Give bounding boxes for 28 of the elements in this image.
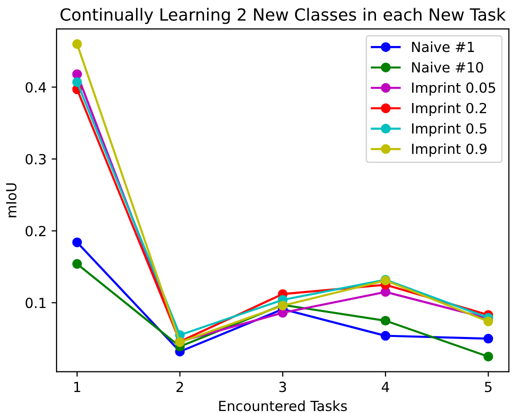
x-tick-label: 3 [279, 382, 286, 392]
legend-label: Naive #10 [412, 62, 484, 73]
legend-label: Imprint 0.2 [412, 102, 486, 116]
y-tick-label: 0.1 [26, 298, 46, 308]
legend-label: Imprint 0.05 [412, 82, 496, 96]
point [72, 237, 82, 248]
legend-label: Naive #1 [412, 41, 474, 52]
legend-label: Imprint 0.9 [412, 143, 487, 157]
point [72, 77, 82, 87]
point [483, 334, 494, 344]
point [72, 39, 82, 49]
point [72, 69, 82, 80]
point [483, 316, 494, 326]
chart-title: Continually Learning 2 New Classes in each New Task [60, 8, 506, 24]
y-axis-title: mIoU [6, 183, 16, 218]
x-tick-label: 1 [74, 382, 80, 392]
y-tick-label: 0.2 [26, 226, 46, 236]
x-tick-label: 2 [176, 382, 183, 392]
point [483, 352, 494, 362]
legend-label: Imprint 0.5 [412, 122, 486, 136]
x-tick-label: 5 [484, 382, 492, 392]
point [380, 330, 390, 341]
x-axis-title: Encountered Tasks [219, 400, 347, 412]
point [72, 259, 82, 269]
x-tick-label: 4 [382, 382, 390, 392]
y-tick-label: 0.4 [26, 82, 46, 93]
point [380, 316, 390, 326]
y-tick-label: 0.3 [26, 154, 46, 164]
